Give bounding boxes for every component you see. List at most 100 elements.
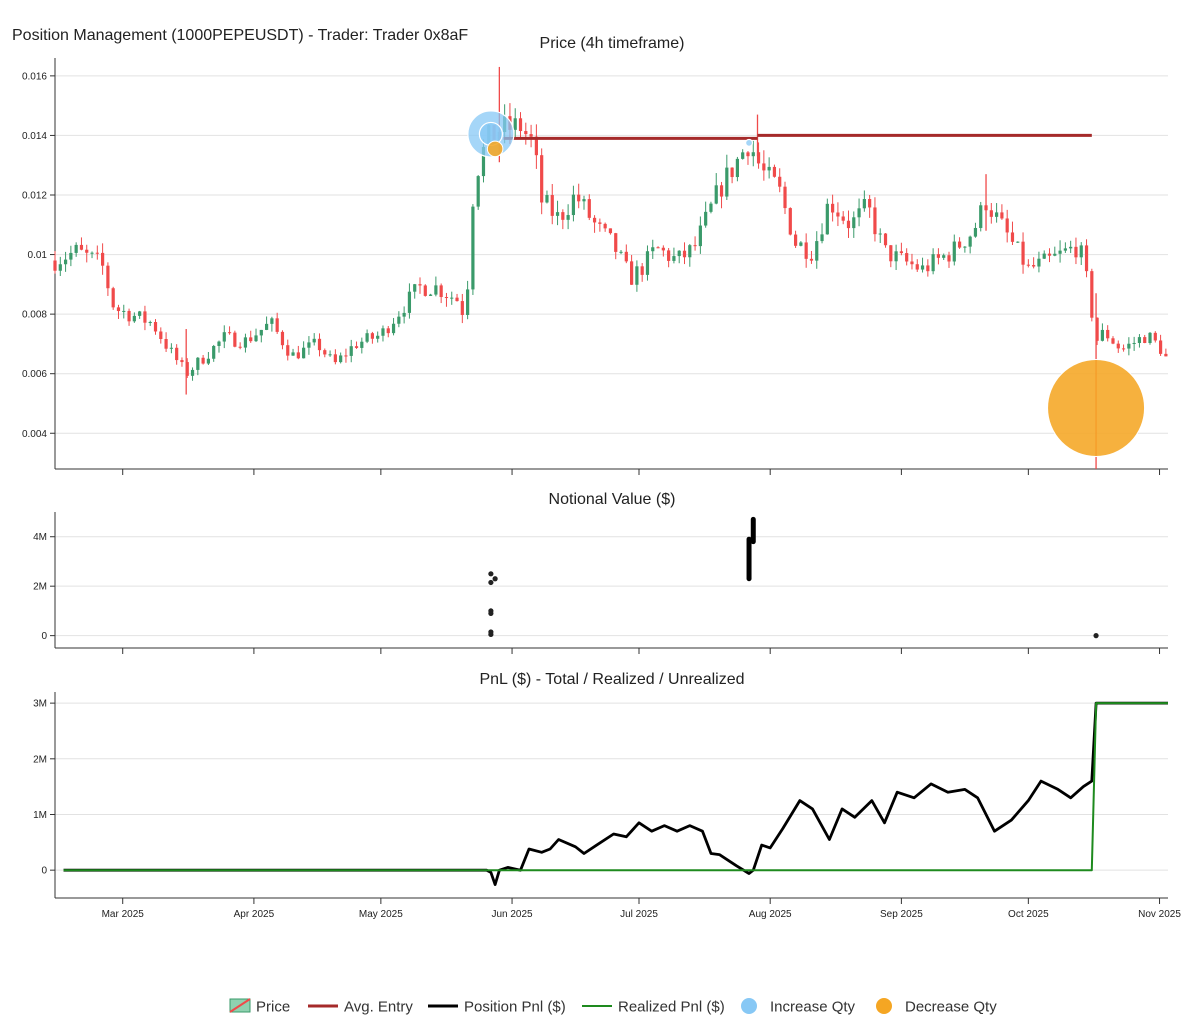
candle-body [164,338,168,349]
candle-body [307,342,311,348]
candle-body [979,205,983,228]
candle-body [778,176,782,187]
candle-body [349,346,353,356]
candle-body [846,220,851,229]
candle-body [577,194,581,202]
candle-body [471,206,475,290]
candle-body [466,289,470,315]
legend-item-price: Price [229,998,290,1016]
candle-body [106,265,110,289]
candle-body [317,338,322,351]
candle-body [899,251,903,254]
candle-body [682,250,687,258]
candle-body [1000,212,1004,219]
candle-body [217,341,221,346]
candle-body [952,241,956,262]
candle-body [397,316,401,324]
candle-body [767,166,771,171]
candle-body [582,199,586,202]
candle-body [714,185,718,204]
candle-body [249,337,253,342]
candle-body [1058,250,1062,254]
candle-body [302,347,306,359]
candle-body [450,297,454,299]
candle-body [1116,343,1120,349]
candle-body [296,352,300,359]
candle-body [185,362,189,376]
candle-body [132,315,136,322]
candle-body [857,208,861,218]
candle-body [989,210,993,217]
candle-body [640,266,644,275]
y-tick-label: 0.014 [22,131,47,142]
candle-body [698,225,702,247]
candle-body [339,355,343,363]
legend-item-avg_entry: Avg. Entry [308,999,413,1016]
candle-body [709,203,713,212]
candle-body [942,255,946,258]
candle-body [418,284,422,286]
candle-body [1032,265,1036,267]
candle-body [772,166,777,177]
candle-body [762,163,766,171]
candle-body [862,198,866,209]
candle-body [243,337,248,348]
candle-body [138,311,142,316]
notional-point [488,571,494,577]
candle-body [74,244,78,253]
candle-body [481,146,486,177]
candle-body [915,264,919,270]
candle-body [1063,248,1067,251]
x-tick-label: Apr 2025 [234,909,275,920]
candle-body [1132,342,1136,344]
position-pnl-line [63,701,1168,886]
candle-body [90,252,94,254]
candle-body [1084,245,1089,272]
candle-body [561,212,565,220]
y-tick-label: 0 [41,866,47,877]
candle-body [360,341,364,348]
legend-item-realized_pnl: Realized Pnl ($) [582,999,725,1016]
candle-body [963,246,967,248]
candle-body [370,333,374,339]
candle-body [286,345,290,356]
candle-body [973,227,978,237]
candle-body [280,331,285,346]
candle-body [127,310,131,322]
candle-body [545,195,549,203]
candle-body [614,233,618,252]
candle-body [233,332,237,347]
candle-body [201,357,205,364]
legend-label: Avg. Entry [344,999,413,1016]
candle-body [159,331,163,339]
candle-body [1143,337,1147,343]
candle-body [386,328,390,334]
candle-body [1153,332,1157,341]
legend-label: Increase Qty [770,999,856,1016]
candle-body [1021,241,1025,265]
legend-label: Decrease Qty [905,999,997,1016]
candle-body [238,346,242,348]
candle-body [222,332,226,342]
candle-body [836,212,840,217]
candle-body [312,338,316,343]
y-tick-label: 0.008 [22,310,47,321]
candle-body [111,288,115,308]
candle-body [741,152,745,159]
candle-body [825,203,829,235]
candle-body [926,265,930,272]
x-tick-label: Jul 2025 [620,909,658,920]
candle-body [852,217,856,229]
candle-body [1053,253,1057,256]
candle-body [354,346,359,348]
candle-body [1047,253,1052,256]
candle-body [212,345,216,359]
candle-body [841,216,845,221]
candle-body [968,236,972,247]
candle-body [344,355,348,357]
candle-body [651,247,655,252]
candle-body [603,223,607,229]
candle-body [555,212,560,216]
candle-body [1164,353,1168,357]
x-tick-label: Jun 2025 [491,909,533,920]
